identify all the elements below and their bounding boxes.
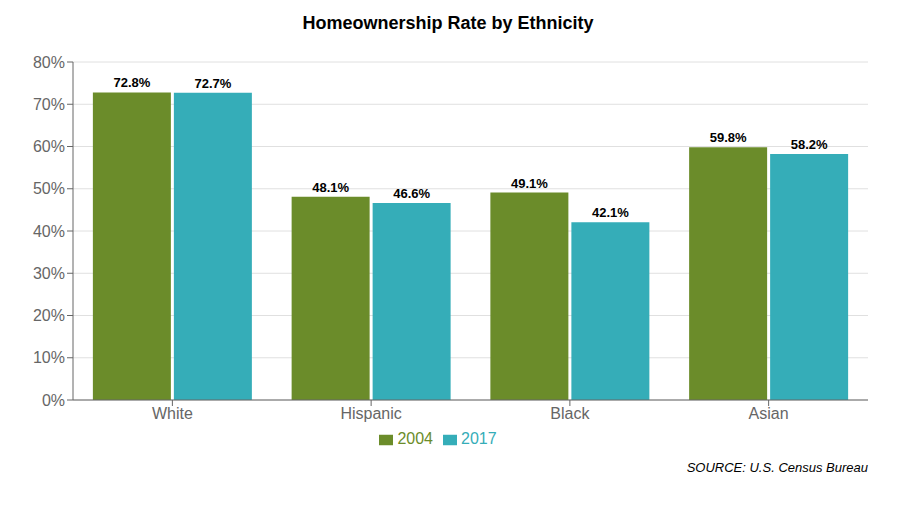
svg-text:20%: 20% (33, 307, 65, 324)
svg-text:42.1%: 42.1% (592, 205, 629, 220)
svg-text:49.1%: 49.1% (511, 176, 548, 191)
svg-text:80%: 80% (33, 54, 65, 71)
svg-text:48.1%: 48.1% (312, 180, 349, 195)
html-text:SOURCE: U.S. Census Bureau: SOURCE: U.S. Census Bureau (686, 460, 868, 475)
svg-text:50%: 50% (33, 180, 65, 197)
svg-text:Black: Black (550, 405, 590, 422)
svg-text:0%: 0% (42, 392, 65, 409)
svg-text:60%: 60% (33, 138, 65, 155)
html-text:2017: 2017 (461, 430, 497, 447)
svg-text:72.8%: 72.8% (113, 75, 150, 90)
svg-text:59.8%: 59.8% (710, 130, 747, 145)
svg-text:70%: 70% (33, 96, 65, 113)
svg-text:58.2%: 58.2% (791, 137, 828, 152)
svg-text:Asian: Asian (749, 405, 789, 422)
svg-text:White: White (152, 405, 193, 422)
svg-text:46.6%: 46.6% (393, 186, 430, 201)
svg-text:72.7%: 72.7% (194, 76, 231, 91)
html-text:2004: 2004 (397, 430, 433, 447)
svg-text:30%: 30% (33, 265, 65, 282)
svg-text:Hispanic: Hispanic (340, 405, 401, 422)
svg-text:10%: 10% (33, 349, 65, 366)
html-text:Homeownership Rate by Ethnicit: Homeownership Rate by Ethnicity (302, 13, 594, 33)
svg-text:40%: 40% (33, 223, 65, 240)
